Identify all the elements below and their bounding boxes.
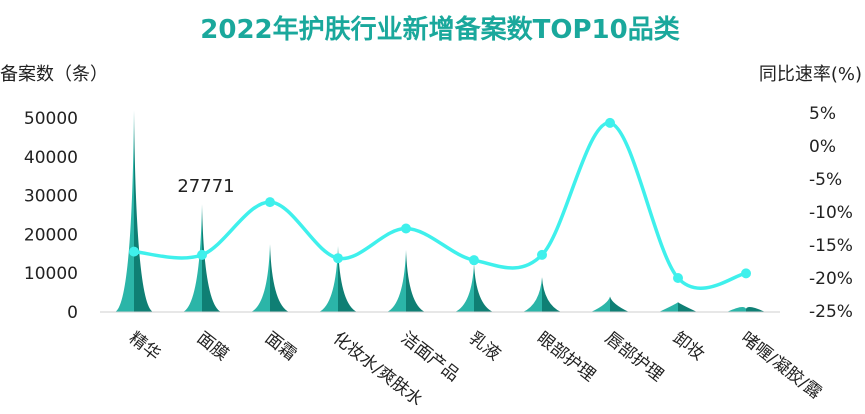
chart-title: 2022年护肤行业新增备案数TOP10品类 [200,14,679,45]
bar-series [115,110,765,313]
spike-bar [251,244,289,312]
line-point [197,249,207,260]
right-axis-title: 同比速率(%) [759,64,862,85]
category-label: 乳液 [465,328,504,365]
category-label: 眼部护理 [533,328,599,386]
line-point [333,253,343,264]
left-tick-label: 0 [67,303,78,323]
left-axis-title: 备案数（条） [0,64,108,85]
left-tick-label: 50000 [24,109,78,129]
left-tick-label: 30000 [24,187,78,207]
growth-rate-line [133,121,747,290]
right-tick-label: -20% [809,269,853,289]
line-point [741,268,751,279]
line-point [265,197,275,208]
category-label: 啫喱/凝胶/露 [737,328,825,403]
bar-data-label: 27771 [177,176,234,197]
line-point [469,255,479,266]
category-label: 卸妆 [669,328,708,365]
right-axis-ticks: 5% 0% -5% -10% -15% -20% -25% [809,104,853,322]
left-tick-label: 20000 [24,225,78,245]
spike-bar [591,296,629,312]
line-point [129,246,139,257]
line-point [537,249,547,260]
category-label: 面霜 [261,328,300,365]
spike-bar [523,277,561,312]
growth-rate-points [129,117,751,283]
line-point [673,273,683,283]
spike-bar [183,204,221,312]
spike-bar [319,246,357,312]
spike-bar [727,307,765,312]
right-tick-label: -25% [809,302,853,322]
category-label: 唇部护理 [601,328,667,386]
spike-bar [387,249,425,312]
left-axis-ticks: 50000 40000 30000 20000 10000 0 [24,109,78,323]
spike-bar [455,263,493,312]
right-tick-label: 0% [809,137,836,157]
right-tick-label: 5% [809,104,836,124]
category-label: 洁面产品 [397,328,463,386]
left-tick-label: 40000 [24,148,78,168]
data-labels: 27771 [177,176,234,197]
left-tick-label: 10000 [24,264,78,284]
spike-bar [115,110,153,313]
line-point [605,117,615,128]
right-tick-label: -10% [809,203,853,223]
spike-bar [659,302,697,312]
line-point [401,223,411,234]
category-label: 精华 [125,328,164,365]
right-tick-label: -5% [809,170,842,190]
category-label: 面膜 [193,328,232,365]
right-tick-label: -15% [809,236,853,256]
